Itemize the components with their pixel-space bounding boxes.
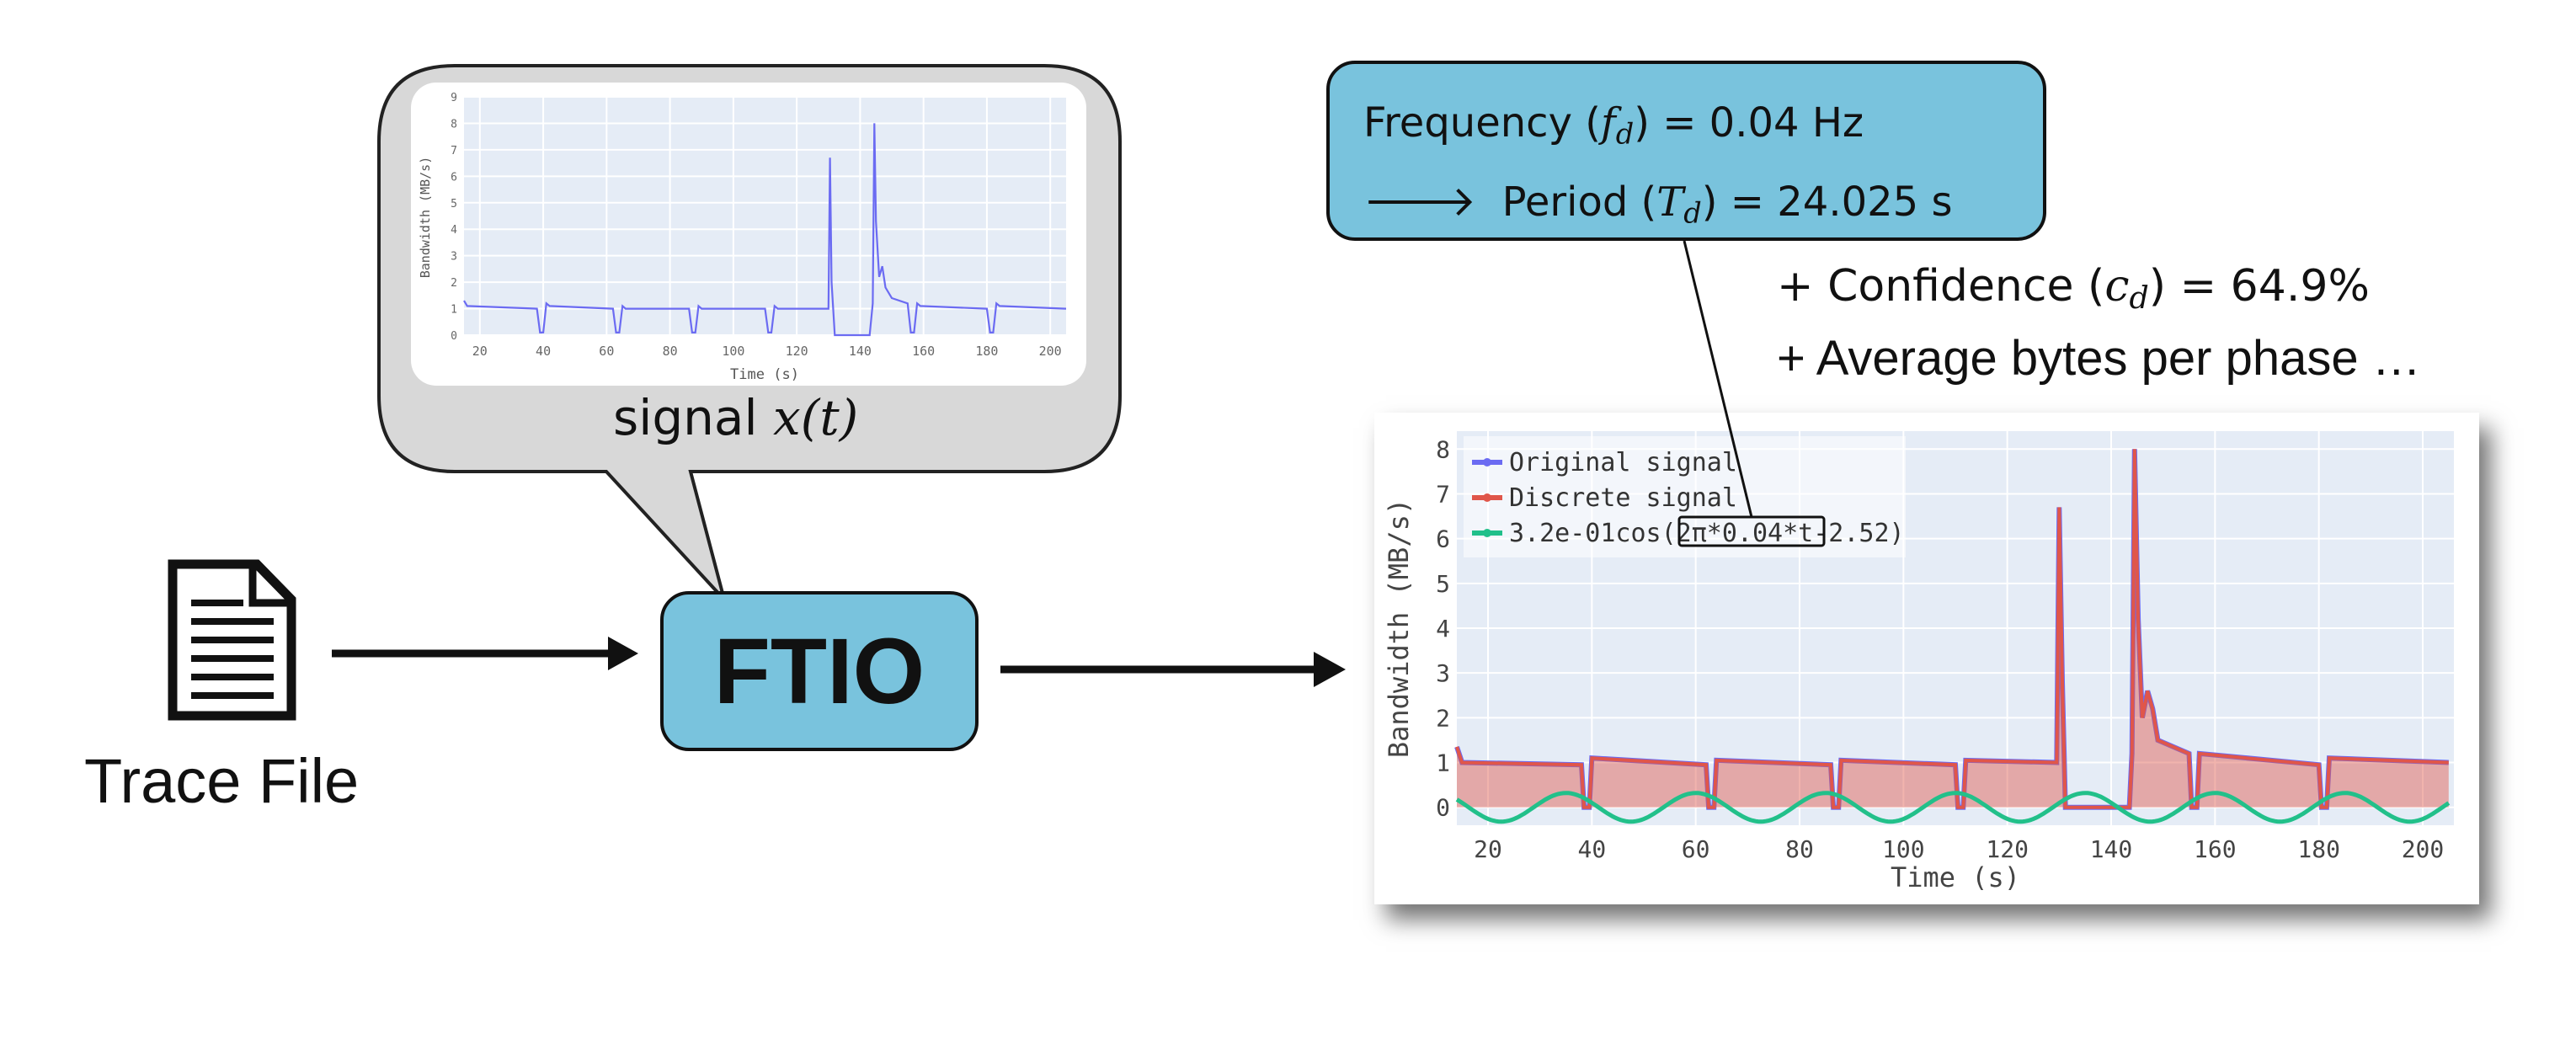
confidence-value: = 64.9%	[2179, 261, 2370, 312]
main-x-tick-label: 60	[1682, 835, 1710, 863]
legend-label-original: Original signal	[1509, 448, 1737, 477]
main-y-tick-label: 5	[1436, 570, 1450, 598]
arrow-ftio-to-chart	[1000, 652, 1346, 687]
signal-math: x(t)	[773, 389, 859, 446]
mini-x-tick-label: 120	[786, 344, 808, 359]
mini-plot-area	[464, 97, 1066, 335]
mini-y-tick-label: 5	[451, 198, 457, 211]
mini-y-tick-label: 7	[451, 145, 457, 157]
mini-x-axis-label: Time (s)	[730, 366, 799, 383]
average-bytes-line: + Average bytes per phase …	[1777, 331, 2421, 386]
mini-chart: 20 40 60 80 100 120 140 160 180 200 0 1 2 3 4 5 6 7 8 9 Tim…	[418, 92, 1067, 383]
mini-x-tick-label: 140	[849, 344, 872, 359]
mini-signal-line	[463, 123, 1067, 337]
main-y-tick-label: 8	[1436, 435, 1450, 463]
mini-y-tick-label: 0	[451, 330, 457, 343]
frequency-symbol: f	[1600, 99, 1616, 147]
mini-y-tick-label: 1	[451, 304, 457, 317]
mini-x-tick-label: 100	[722, 344, 744, 359]
confidence-label: + Confidence	[1777, 261, 2074, 312]
frequency-line: Frequency (fd) = 0.04 Hz	[1363, 99, 1864, 151]
main-x-tick-label: 140	[2090, 835, 2133, 863]
main-y-tick-label: 7	[1436, 480, 1450, 508]
main-chart-card: 20 40 60 80 100 120 140 160 180 200 0 1 2 3 4 5 6 7 8 Orig…	[1374, 413, 2479, 904]
period-symbol: T	[1656, 179, 1684, 227]
main-y-axis-label: Bandwidth (MB/s)	[1383, 499, 1415, 758]
main-y-tick-label: 0	[1436, 794, 1450, 822]
main-x-tick-label: 40	[1577, 835, 1606, 863]
main-y-tick-label: 2	[1436, 704, 1450, 732]
ftio-label: FTIO	[713, 619, 925, 723]
main-x-tick-label: 180	[2297, 835, 2340, 863]
legend: Original signal Discrete signal 3.2e-01c…	[1464, 436, 1906, 557]
period-value: = 24.025 s	[1730, 179, 1953, 227]
confidence-symbol: c	[2104, 261, 2130, 312]
mini-y-tick-label: 9	[451, 92, 457, 104]
document-icon	[168, 559, 296, 721]
mini-x-tick-label: 20	[472, 344, 488, 359]
mini-x-tick-label: 60	[599, 344, 614, 359]
main-y-tick-label: 1	[1436, 749, 1450, 777]
mini-x-tick-label: 180	[975, 344, 998, 359]
main-x-tick-label: 160	[2194, 835, 2237, 863]
period-subscript: d	[1683, 196, 1702, 230]
trace-file-label: Trace File	[84, 746, 360, 816]
frequency-value: = 0.04 Hz	[1662, 99, 1864, 147]
main-x-tick-label: 100	[1882, 835, 1925, 863]
main-x-axis-label: Time (s)	[1891, 861, 2020, 893]
frequency-box: Frequency (fd) = 0.04 Hz 🡒 Period (Td) =…	[1326, 61, 2046, 241]
cosine-fit-line	[1455, 791, 2451, 824]
mini-x-tick-label: 160	[912, 344, 935, 359]
main-chart: 20 40 60 80 100 120 140 160 180 200 0 1 2 3 4 5 6 7 8 Orig…	[1383, 431, 2454, 893]
confidence-line: + Confidence (cd) = 64.9%	[1777, 261, 2370, 317]
discrete-signal-area	[1457, 449, 2449, 808]
mini-y-tick-label: 6	[451, 171, 457, 184]
legend-item-cosine: 3.2e-01cos(2π*0.04*t-2.52)	[1472, 519, 1905, 548]
mini-y-tick-label: 2	[451, 277, 457, 290]
mini-y-tick-label: 3	[451, 251, 457, 264]
frequency-subscript: d	[1615, 117, 1635, 151]
mini-x-tick-label: 80	[663, 344, 678, 359]
main-x-tick-label: 120	[1986, 835, 2029, 863]
confidence-subscript: d	[2129, 280, 2149, 317]
discrete-signal-line	[1455, 449, 2449, 809]
period-line: 🡒 Period (Td) = 24.025 s	[1363, 177, 1953, 230]
mini-x-tick-label: 40	[536, 344, 551, 359]
mini-y-tick-label: 4	[451, 224, 457, 237]
mini-y-axis-label: Bandwidth (MB/s)	[418, 157, 433, 279]
mini-x-tick-label: 200	[1039, 344, 1062, 359]
legend-item-discrete: Discrete signal	[1472, 483, 1737, 513]
ftio-box: FTIO	[660, 591, 979, 751]
arrow-trace-to-ftio	[332, 637, 638, 670]
main-x-tick-label: 200	[2402, 835, 2445, 863]
period-label: Period	[1501, 179, 1629, 227]
main-x-tick-label: 20	[1474, 835, 1502, 863]
main-y-tick-label: 4	[1436, 615, 1450, 642]
legend-label-discrete: Discrete signal	[1509, 483, 1737, 513]
main-x-tick-label: 80	[1785, 835, 1814, 863]
right-arrow-icon: 🡒	[1363, 177, 1477, 227]
frequency-label: Frequency	[1363, 99, 1572, 147]
legend-label-cosine: 3.2e-01cos(2π*0.04*t-2.52)	[1509, 519, 1905, 548]
mini-y-tick-label: 8	[451, 118, 457, 131]
signal-word: signal	[613, 389, 758, 446]
legend-item-original: Original signal	[1472, 448, 1737, 477]
main-y-tick-label: 6	[1436, 525, 1450, 553]
main-y-tick-label: 3	[1436, 659, 1450, 687]
signal-label: signal x(t)	[613, 389, 858, 446]
